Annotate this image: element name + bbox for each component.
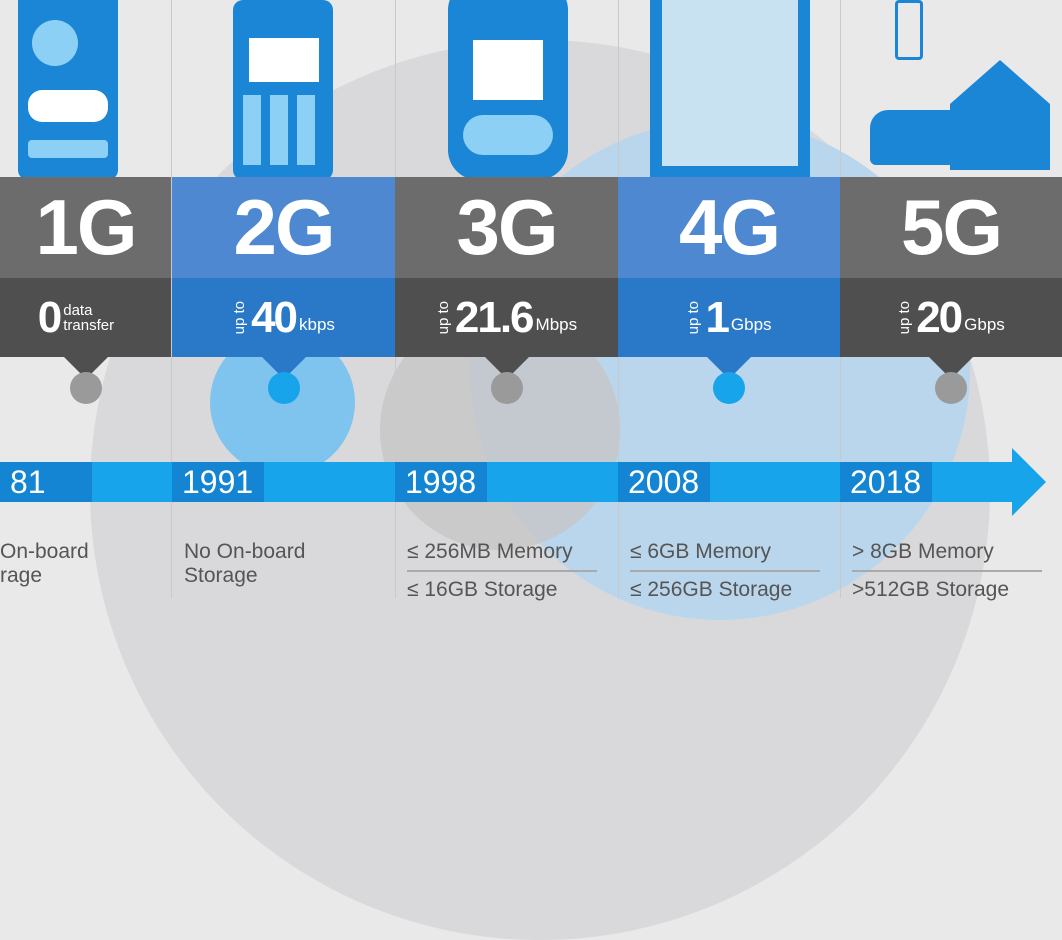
speed-band: up to 40 kbps [172,278,395,357]
speed-band: 0 data transfer [0,278,171,357]
timeline-dot [69,372,102,404]
year-label: 81 [0,462,92,502]
generation-label: 1G [0,177,171,278]
spec-line: ≤ 256MB Memory [407,540,597,572]
generation-label: 4G [618,177,840,278]
pointer [484,357,529,379]
timeline-dot [713,372,745,404]
speed-unit: kbps [299,314,335,334]
spec-line: Storage [184,564,258,587]
specs: ≤ 6GB Memory ≤ 256GB Storage [630,540,830,602]
spec-line: > 8GB Memory [852,540,1042,572]
generation-2g: 2G up to 40 kbps 1991 No On-board Storag… [172,0,395,598]
pointer [63,357,108,379]
generation-3g: 3G up to 21.6 Mbps 1998 ≤ 256MB Memory ≤… [395,0,618,601]
speed-value: 20 [916,292,963,342]
feature-phone-icon [233,0,333,180]
speed-unit: data transfer [63,301,115,334]
timeline-dot [490,372,523,404]
spec-line: ≤ 256GB Storage [630,578,793,601]
spec-line: rage [0,564,43,587]
speed-prefix: up to [896,300,914,335]
specs: On-board rage [0,540,160,588]
generation-4g: 4G up to 1 Gbps 2008 ≤ 6GB Memory ≤ 256G… [618,0,840,601]
speed-prefix: up to [685,300,703,335]
generation-label: 2G [172,177,395,278]
speed-unit: Gbps [730,314,772,334]
speed-value: 40 [251,292,298,342]
generation-1g: 1G 0 data transfer 81 On-board rage [0,0,171,598]
nokia-phone-icon [448,0,568,180]
spec-line: ≤ 16GB Storage [407,578,558,601]
generation-label: 3G [395,177,618,278]
speed-band: up to 21.6 Mbps [395,278,618,357]
pointer [261,357,306,379]
speed-value: 1 [705,292,730,342]
speed-value: 21.6 [454,292,535,342]
specs: No On-board Storage [184,540,384,588]
spec-line: ≤ 6GB Memory [630,540,820,572]
speed-prefix: up to [434,300,452,335]
generation-5g: 5G up to 20 Gbps 2018 > 8GB Memory >512G… [840,0,1062,601]
timeline-dot [267,372,300,404]
year-label: 2018 [840,462,932,502]
pointer [707,357,751,379]
timeline-dot [935,372,967,404]
speed-unit: Gbps [964,314,1005,334]
smart-home-car-icon [870,0,1050,180]
spec-line: >512GB Storage [852,578,1010,601]
pointer [929,357,973,379]
specs: ≤ 256MB Memory ≤ 16GB Storage [407,540,607,602]
spec-line: No On-board [184,540,306,563]
year-label: 2008 [618,462,710,502]
divider [171,0,172,598]
spec-line: On-board [0,540,89,563]
speed-band: up to 1 Gbps [618,278,840,357]
speed-band: up to 20 Gbps [840,278,1062,357]
year-label: 1991 [172,462,264,502]
speed-prefix: up to [231,300,249,335]
speed-unit: Mbps [535,314,578,334]
timeline-arrow-icon [1012,448,1046,516]
smartphone-icon [650,0,810,178]
year-label: 1998 [395,462,487,502]
generation-label: 5G [840,177,1062,278]
cordless-phone-icon [18,0,118,180]
speed-value: 0 [37,292,63,342]
specs: > 8GB Memory >512GB Storage [852,540,1052,602]
